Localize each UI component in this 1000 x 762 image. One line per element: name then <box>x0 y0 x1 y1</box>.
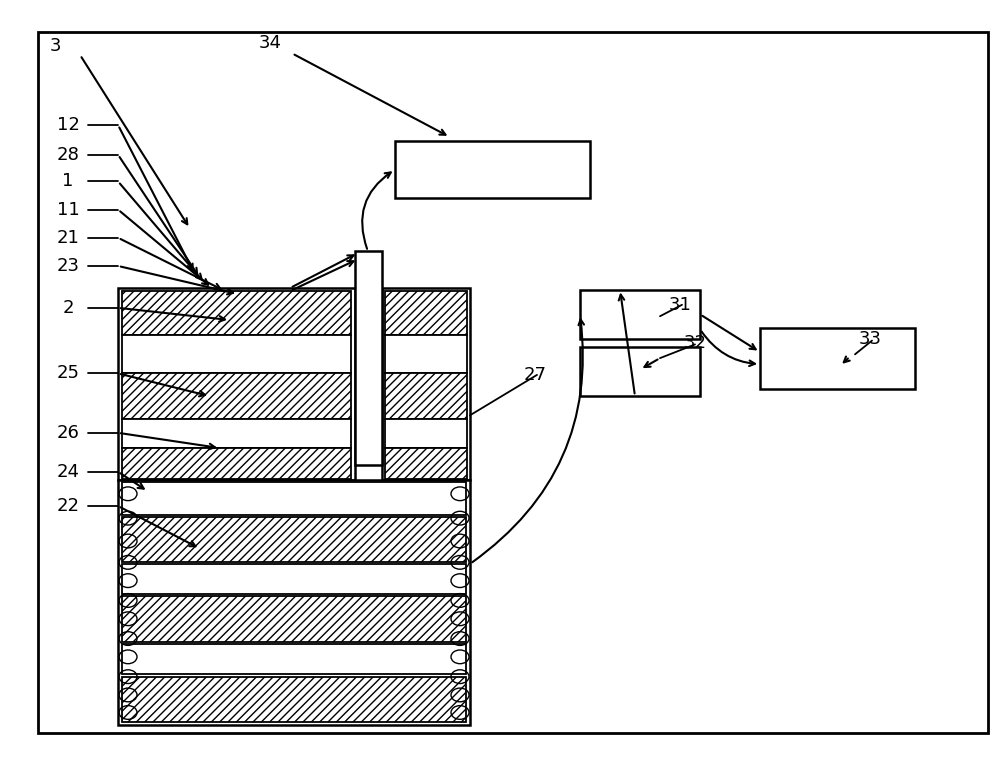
Bar <box>122 596 466 642</box>
Bar <box>385 419 467 448</box>
Bar <box>355 251 382 465</box>
Text: 32: 32 <box>684 334 706 352</box>
Bar <box>385 335 467 373</box>
Bar <box>118 480 470 725</box>
Text: 2: 2 <box>62 299 74 317</box>
Text: 24: 24 <box>56 463 80 481</box>
Text: 23: 23 <box>56 257 80 275</box>
Text: 1: 1 <box>62 172 74 190</box>
Text: 34: 34 <box>258 34 282 53</box>
Text: 11: 11 <box>57 200 79 219</box>
Bar <box>122 335 351 373</box>
Bar <box>385 448 467 479</box>
Bar <box>122 419 351 448</box>
Bar <box>122 373 351 419</box>
Text: 22: 22 <box>56 497 80 515</box>
Bar <box>122 517 466 562</box>
Text: 28: 28 <box>57 146 79 164</box>
Bar <box>122 291 351 335</box>
Text: 26: 26 <box>57 424 79 442</box>
Bar <box>580 347 700 396</box>
Bar <box>122 448 351 479</box>
Bar <box>122 644 466 674</box>
Bar <box>122 482 466 515</box>
Text: 33: 33 <box>858 330 882 348</box>
Text: 27: 27 <box>524 366 546 384</box>
Bar <box>122 677 466 722</box>
Text: 3: 3 <box>49 37 61 55</box>
Bar <box>118 288 355 480</box>
Bar <box>122 564 466 594</box>
Text: 12: 12 <box>57 116 79 134</box>
Text: 25: 25 <box>56 364 80 383</box>
Bar <box>385 373 467 419</box>
Bar <box>395 141 590 198</box>
Bar <box>382 288 470 480</box>
Text: 21: 21 <box>57 229 79 247</box>
Text: 31: 31 <box>669 296 691 314</box>
Bar <box>580 290 700 339</box>
Bar <box>385 291 467 335</box>
Bar <box>760 328 915 389</box>
